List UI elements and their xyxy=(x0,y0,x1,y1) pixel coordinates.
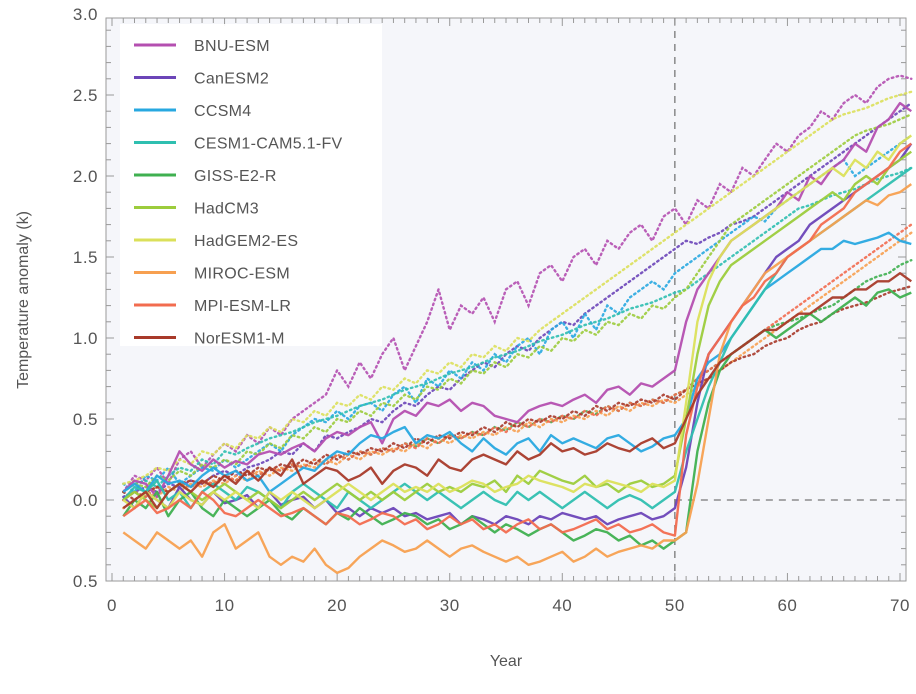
series-line-solid-hadgem2-es xyxy=(122,134,912,510)
series-line-solid-hadcm3 xyxy=(122,150,912,510)
x-tick-label: 10 xyxy=(215,596,235,615)
x-tick-label: 70 xyxy=(890,596,910,615)
legend-label-giss-e2-r: GISS-E2-R xyxy=(194,168,277,185)
minor-ticks xyxy=(106,18,906,582)
legend-label-cesm1-cam5-1-fv: CESM1-CAM5.1-FV xyxy=(194,136,343,153)
x-axis-title: Year xyxy=(490,653,523,670)
legend: BNU-ESM CanESM2 CCSM4 CESM1-CAM5.1-FV GISS-E… xyxy=(120,24,382,348)
x-tick-label: 60 xyxy=(777,596,797,615)
series-line-solid-bnu-esm xyxy=(122,101,912,498)
series-line-dotted-bnu-esm xyxy=(122,74,913,494)
y-axis-title: Temperature anomaly (k) xyxy=(15,211,32,389)
y-tick-label: 1.5 xyxy=(73,248,98,267)
legend-label-hadgem2-es: HadGEM2-ES xyxy=(194,233,298,250)
series-layer xyxy=(122,74,913,575)
x-tick-labels: 0 10 20 30 40 50 60 70 xyxy=(107,596,910,615)
legend-label-ccsm4: CCSM4 xyxy=(194,103,252,120)
x-tick-label: 30 xyxy=(440,596,460,615)
legend-label-noresm1-m: NorESM1-M xyxy=(194,331,285,348)
series-line-solid-giss-e2-r xyxy=(122,288,912,550)
legend-label-mpi-esm-lr: MPI-ESM-LR xyxy=(194,298,291,315)
series-line-dotted-hadgem2-es xyxy=(122,90,913,485)
y-tick-label: 2.5 xyxy=(73,86,98,105)
reference-lines xyxy=(674,18,906,581)
legend-label-bnu-esm: BNU-ESM xyxy=(194,38,270,55)
x-tick-label: 0 xyxy=(107,596,117,615)
y-tick-label: 3.0 xyxy=(73,5,98,24)
x-tick-label: 40 xyxy=(552,596,572,615)
y-tick-label: 1.0 xyxy=(73,329,98,348)
x-tick-label: 20 xyxy=(327,596,347,615)
legend-label-miroc-esm: MIROC-ESM xyxy=(194,266,290,283)
legend-label-canesm2: CanESM2 xyxy=(194,71,269,88)
y-tick-label: 0.5 xyxy=(73,572,98,591)
series-line-solid-mpi-esm-lr xyxy=(122,142,912,537)
x-tick-label: 50 xyxy=(665,596,685,615)
y-tick-label: 2.0 xyxy=(73,167,98,186)
series-line-solid-noresm1-m xyxy=(122,272,912,510)
y-tick-label: 0.0 xyxy=(73,491,98,510)
series-line-dotted-noresm1-m xyxy=(122,285,913,502)
y-tick-label: 0.5 xyxy=(73,410,98,429)
legend-label-hadcm3: HadCM3 xyxy=(194,201,259,218)
y-tick-labels: 3.0 2.5 2.0 1.5 1.0 0.5 0.0 0.5 xyxy=(73,5,98,591)
series-line-dotted-hadcm3 xyxy=(122,113,913,494)
series-line-solid-miroc-esm xyxy=(122,183,912,575)
